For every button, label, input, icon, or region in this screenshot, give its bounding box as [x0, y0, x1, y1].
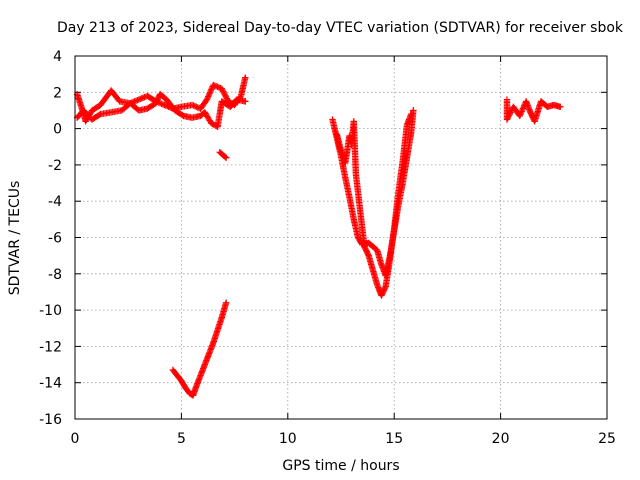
- data-point: [188, 101, 196, 109]
- y-tick-label: -4: [48, 194, 62, 210]
- data-point: [222, 93, 230, 101]
- series-arc-3b: [333, 110, 415, 299]
- grid-lines: [75, 56, 607, 419]
- data-point: [223, 95, 230, 102]
- data-point: [214, 83, 221, 91]
- data-point: [517, 109, 525, 117]
- data-point: [139, 94, 147, 101]
- data-point: [519, 105, 527, 112]
- data-point: [211, 82, 218, 89]
- data-point: [208, 86, 215, 93]
- data-point: [212, 83, 220, 90]
- x-tick-label: 10: [279, 431, 297, 447]
- data-point: [506, 110, 514, 118]
- data-point: [505, 112, 513, 119]
- data-point: [131, 98, 138, 105]
- data-point: [221, 153, 229, 160]
- y-tick-label: -10: [39, 303, 62, 319]
- data-point: [220, 89, 228, 97]
- data-point: [206, 89, 214, 96]
- data-point: [204, 94, 211, 102]
- y-tick-label: -12: [39, 339, 62, 355]
- data-point: [242, 98, 249, 105]
- plot-frame: [74, 55, 608, 420]
- series-arc-1b: [73, 90, 249, 130]
- data-point: [207, 87, 214, 95]
- data-point: [190, 102, 197, 109]
- data-point: [220, 88, 227, 95]
- x-tick-label: 15: [385, 431, 403, 447]
- data-point: [158, 100, 165, 107]
- series-arc-1c: [216, 148, 230, 161]
- chart-title: Day 213 of 2023, Sidereal Day-to-day VTE…: [57, 20, 624, 36]
- x-tick-label: 25: [598, 431, 616, 447]
- y-tick-label: -14: [39, 376, 62, 392]
- data-point: [159, 101, 167, 108]
- data-point: [504, 114, 511, 122]
- data-point: [518, 108, 525, 115]
- y-tick-label: -16: [39, 412, 62, 428]
- y-tick-label: -2: [48, 158, 62, 174]
- data-point: [507, 109, 514, 116]
- data-point: [205, 92, 213, 99]
- x-tick-label: 5: [177, 431, 186, 447]
- data-point: [364, 251, 372, 258]
- data-point: [408, 110, 415, 118]
- data-point: [556, 103, 564, 111]
- data-point: [162, 102, 169, 109]
- data-point: [519, 106, 526, 114]
- data-point: [138, 95, 145, 102]
- data-point: [134, 96, 141, 104]
- y-tick-label: 2: [53, 85, 62, 101]
- series-arc-4: [503, 96, 564, 125]
- data-point: [410, 107, 417, 114]
- data-point: [203, 96, 211, 103]
- data-point: [191, 103, 199, 110]
- data-point: [222, 92, 229, 99]
- axis-ticks: 0 5 10 15 20 25 -16 -14 -12 -10 -8 -6 -4 -2 0 2 4: [39, 49, 616, 447]
- data-point: [161, 101, 168, 109]
- x-tick-label: 20: [492, 431, 510, 447]
- y-axis-label: SDTVAR / TECUs: [7, 181, 23, 296]
- data-point: [222, 154, 230, 161]
- y-tick-label: 0: [53, 122, 62, 138]
- data-point: [221, 91, 228, 98]
- data-point: [96, 111, 103, 119]
- data-point: [135, 96, 143, 103]
- x-tick-label: 0: [71, 431, 80, 447]
- data-point: [516, 112, 523, 120]
- data-point: [205, 93, 212, 100]
- data-points: [73, 74, 564, 399]
- y-tick-label: 4: [53, 49, 62, 65]
- series-arc-2: [169, 299, 230, 399]
- x-axis-label: GPS time / hours: [282, 458, 399, 474]
- data-point: [132, 97, 140, 104]
- y-tick-label: -8: [48, 267, 62, 283]
- data-point: [503, 116, 511, 123]
- y-tick-label: -6: [48, 231, 62, 247]
- data-point: [242, 74, 249, 81]
- data-point: [137, 95, 144, 103]
- data-point: [215, 84, 223, 91]
- data-point: [222, 299, 230, 307]
- data-point: [505, 113, 512, 120]
- data-point: [206, 90, 213, 97]
- data-point: [210, 81, 217, 89]
- data-point: [219, 86, 226, 94]
- data-point: [218, 85, 226, 92]
- data-point: [517, 111, 524, 118]
- data-point: [381, 284, 389, 292]
